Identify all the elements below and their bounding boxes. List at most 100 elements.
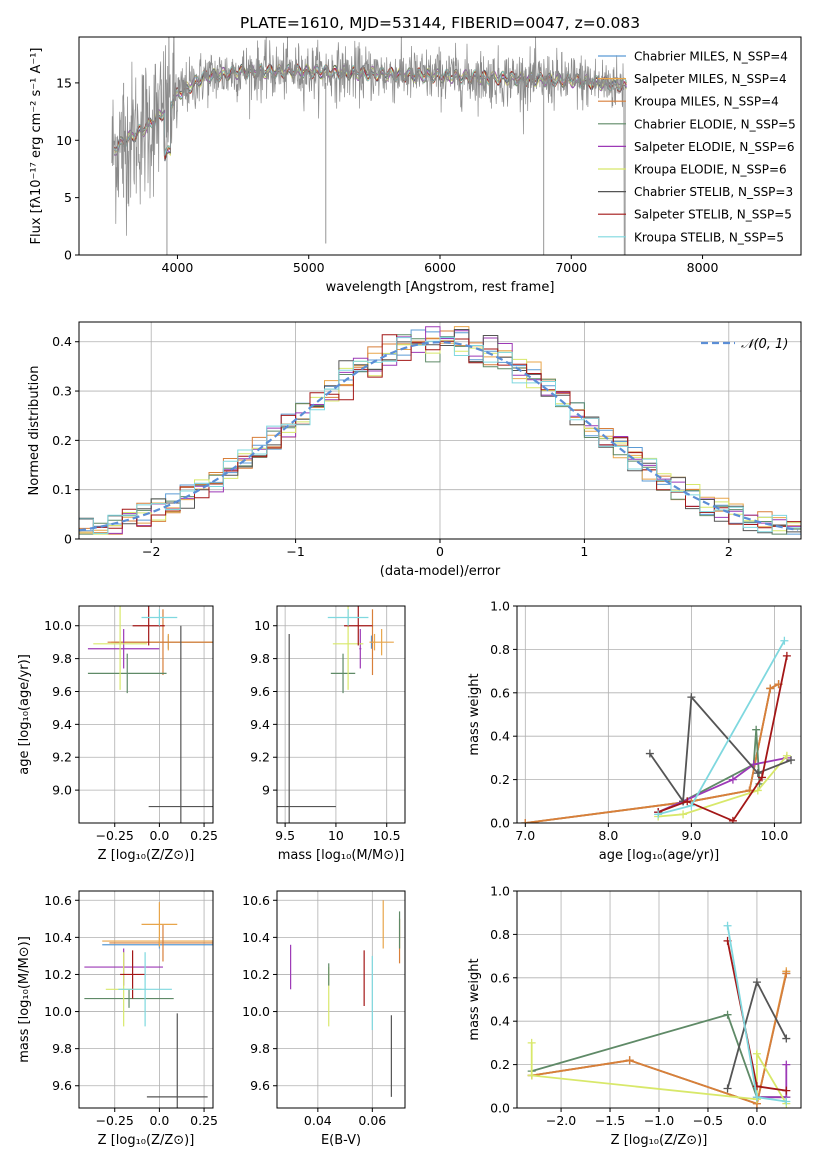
y-tick-label: 9.8 [250, 1041, 270, 1056]
observed-spectrum [111, 37, 762, 255]
plot-area [277, 606, 394, 823]
x-tick-label: 0 [436, 544, 444, 559]
panel-weight_vs_age: 7.0 8.0 9.0 10.0 0.0 0.2 0.4 0.6 0.8 1.0 age [log₁… [467, 599, 802, 863]
weight-marker [753, 786, 762, 795]
x-tick-label: 10.5 [373, 828, 401, 843]
y-tick-label: 0.2 [52, 433, 72, 448]
y-tick-label: 0.2 [490, 1057, 510, 1072]
x-tick-label: 0.25 [190, 828, 218, 843]
axes-frame [78, 605, 214, 824]
x-axis-label: age [log₁₀(age/yr)] [599, 848, 720, 863]
y-tick-label: 0.6 [490, 685, 510, 700]
legend-label: Kroupa MILES, N_SSP=4 [634, 95, 779, 109]
chart-title: PLATE=1610, MJD=53144, FIBERID=0047, z=0… [240, 14, 640, 32]
x-tick-label: 1 [580, 544, 588, 559]
y-axis-label: age [log₁₀(age/yr)] [17, 654, 32, 775]
x-tick-label: 0.25 [190, 1113, 218, 1128]
legend-label: Chabrier MILES, N_SSP=4 [634, 50, 788, 64]
weight-marker [782, 1086, 791, 1095]
y-tick-label: 10.0 [242, 1004, 270, 1019]
y-tick-label: 9.6 [250, 1078, 270, 1093]
weight-marker [728, 775, 737, 784]
weight-marker [728, 816, 737, 823]
y-tick-label: 15 [56, 75, 72, 90]
panel-age_vs_Z: −0.25 0.0 0.25 9.0 9.2 9.4 9.6 9.8 10.0 Z [log₁₀(… [17, 605, 218, 863]
weight-marker [527, 1071, 536, 1080]
x-axis-label: E(B-V) [321, 1133, 361, 1148]
legend-label: Salpeter ELODIE, N_SSP=6 [634, 140, 795, 154]
weight-marker [625, 1056, 634, 1065]
x-tick-label: −2.0 [546, 1113, 576, 1128]
x-axis-label: wavelength [Angstrom, rest frame] [326, 280, 555, 295]
y-tick-label: 9.4 [250, 717, 270, 732]
y-tick-label: 9.6 [250, 684, 270, 699]
weight-marker [527, 1038, 536, 1047]
weight-marker [757, 773, 766, 782]
x-tick-label: −0.25 [96, 1113, 134, 1128]
x-tick-label: 7.0 [515, 828, 535, 843]
y-tick-label: 9.2 [52, 750, 72, 765]
weight-marker [782, 969, 791, 978]
panel-mass_vs_Z: −0.25 0.0 0.25 9.6 9.8 10.0 10.2 10.4 10.6 Z [log… [17, 890, 218, 1148]
y-tick-label: 10.4 [44, 930, 72, 945]
weight-marker [782, 1060, 791, 1069]
axes-frame [276, 890, 406, 1109]
weight-marker [654, 810, 663, 819]
y-tick-label: 0.0 [490, 816, 510, 831]
histogram-salpeter_elodie [79, 326, 801, 534]
weight-marker [752, 1049, 761, 1058]
weight-marker [782, 1097, 791, 1106]
x-axis-label: Z [log₁₀(Z/Z⊙)] [98, 848, 195, 863]
weight-marker [679, 810, 688, 819]
y-tick-label: 1.0 [490, 599, 510, 614]
y-tick-label: 10.2 [44, 967, 72, 982]
x-tick-label: 8000 [687, 260, 719, 275]
y-tick-label: 9.6 [52, 1078, 72, 1093]
axes-frame [516, 605, 802, 824]
x-tick-label: 0.0 [747, 1113, 767, 1128]
x-axis-label: Z [log₁₀(Z/Z⊙)] [98, 1133, 195, 1148]
panel-mass_vs_ebv: 0.04 0.06 9.6 9.8 10.0 10.2 10.4 10.6 E(B-V) [242, 890, 406, 1148]
legend-label: Kroupa ELODIE, N_SSP=6 [634, 163, 787, 177]
weight-marker [782, 751, 791, 760]
x-tick-label: −0.25 [96, 828, 134, 843]
x-tick-label: 5000 [293, 260, 325, 275]
panel-age_vs_mass: 9.5 10 10.5 9 9.2 9.4 9.6 9.8 10 mass [log₁₀(M/M⊙… [250, 605, 406, 863]
weight-marker [766, 684, 775, 693]
legend-label: 𝒩(0, 1) [741, 337, 788, 352]
weight-marker [782, 1034, 791, 1043]
y-axis-label: Normed distribution [27, 366, 42, 496]
y-axis-label: Flux [fλ10⁻¹⁷ erg cm⁻² s⁻¹ A⁻¹] [29, 48, 44, 245]
x-tick-label: 0.0 [149, 828, 169, 843]
weight-marker [752, 725, 761, 734]
y-tick-label: 0.8 [490, 927, 510, 942]
x-tick-label: 0.04 [304, 1113, 332, 1128]
x-tick-label: 0.0 [149, 1113, 169, 1128]
plot-area [79, 326, 801, 535]
legend-label: Salpeter MILES, N_SSP=4 [634, 72, 787, 86]
legend-label: Chabrier STELIB, N_SSP=3 [634, 185, 793, 199]
x-tick-label: 4000 [162, 260, 194, 275]
weight-line-kroupa_stelib [657, 640, 786, 816]
x-tick-label: −0.5 [693, 1113, 723, 1128]
x-tick-label: −1.5 [595, 1113, 625, 1128]
x-tick-label: 9.5 [275, 828, 295, 843]
weight-marker [752, 1093, 761, 1102]
y-tick-label: 0.0 [490, 1101, 510, 1116]
y-tick-label: 0.1 [52, 482, 72, 497]
x-axis-label: (data-model)/error [380, 564, 501, 579]
y-tick-label: 10.2 [242, 967, 270, 982]
weight-line-kroupa_elodie [658, 755, 788, 818]
y-tick-label: 0.3 [52, 384, 72, 399]
y-tick-label: 10.0 [44, 618, 72, 633]
y-tick-label: 0 [64, 532, 72, 547]
y-tick-label: 10 [254, 618, 270, 633]
x-tick-label: −1 [286, 544, 304, 559]
y-axis-label: mass weight [467, 673, 482, 755]
legend: 𝒩(0, 1) [701, 337, 788, 352]
x-tick-label: −2 [142, 544, 160, 559]
y-axis-label: mass [log₁₀(M/M⊙)] [17, 936, 32, 1063]
plot-area [84, 902, 213, 1108]
y-tick-label: 5 [64, 190, 72, 205]
